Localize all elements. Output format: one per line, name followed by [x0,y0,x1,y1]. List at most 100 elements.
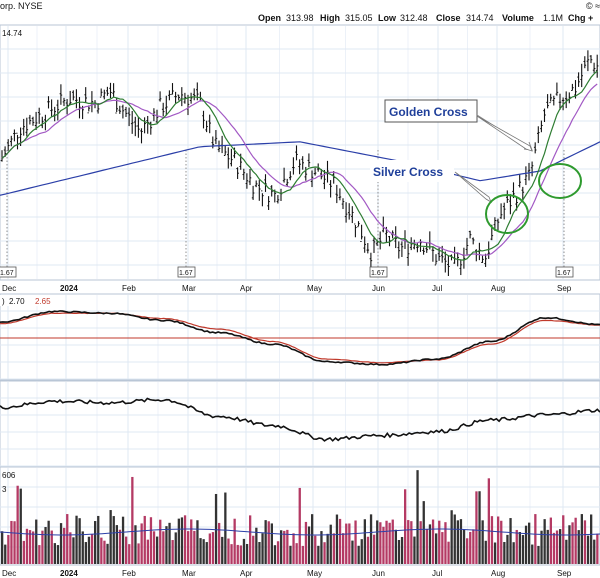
volume-bar [438,520,441,564]
volume-bar [106,543,109,564]
axis-strip [0,282,600,294]
volume-bar [180,517,184,564]
volume-bar [280,530,283,564]
price-panel: 14.74 1.67 1.67 1.67 1.67 Golden Cross Silv… [0,24,600,281]
volume-bar [484,540,487,564]
volume-bar [493,542,497,564]
volume-bar [283,530,286,564]
volume-bar [134,525,137,564]
volume-bar [94,521,97,564]
ma-long-line [0,141,600,196]
volume-bar [270,523,273,564]
volume-bar [168,522,171,564]
volume-bar [53,543,56,564]
volume-bar [416,470,419,564]
volume-bar [512,542,515,564]
volume-bar [16,485,19,564]
volume-bar [255,527,258,564]
volume-panel: 606 3 [0,466,600,566]
volume-bar [22,540,25,564]
volume-bar [276,541,280,564]
volume-bar [447,541,450,564]
dividend-box [177,266,196,278]
volume-bar [214,493,218,564]
volume-bar [500,520,503,564]
volume-bar [326,533,329,564]
volume-bar [332,533,335,564]
volume-bar [273,545,277,564]
volume-bar [205,542,208,564]
volume-bars [1,470,599,564]
volume-bar [435,533,438,564]
volume-bar [75,515,78,564]
volume-average-line [0,528,600,536]
volume-bar [224,492,227,564]
volume-label: Volume [502,13,534,23]
volume-bar [503,542,506,564]
volume-bar [162,531,165,564]
volume-bar [590,514,593,564]
ppo-line [0,310,600,366]
dividend-label: 1.67 [0,270,14,277]
volume-bar [555,530,559,564]
dividend-label: 1.67 [557,270,571,277]
volume-bar [450,510,453,564]
volume-bar [413,536,416,564]
volume-bar [152,531,156,564]
volume-bar [239,545,242,564]
volume-bar [459,519,463,564]
month-tick-label: Jun [372,569,385,578]
close-label: Close [436,13,461,23]
volume-bar [146,539,149,564]
volume-bar [329,524,332,564]
volume-bar [580,514,583,564]
volume-bar [171,540,174,564]
price-bars [0,50,599,276]
volume-bar [342,533,345,564]
volume-bar [366,536,370,564]
volume-bar [190,519,193,564]
volume-bar [431,519,435,564]
volume-bar [317,545,320,564]
volume-bar [115,525,118,564]
volume-bar [292,533,295,564]
volume-bar [345,523,348,564]
volume-bar [156,536,159,564]
volume-bar [472,529,475,564]
volume-bar [44,526,47,564]
volume-bar [196,520,199,564]
volume-bar [227,538,230,564]
month-tick-label: Aug [491,569,505,578]
month-tick-label: Dec [2,569,16,578]
last-price-label: 14.74 [2,29,23,38]
volume-bar [410,521,413,564]
volume-bar [571,522,574,564]
volume-bar [391,519,394,564]
volume-bar [360,539,363,564]
copyright-mark: © ≈ [586,1,600,11]
volume-bar [63,527,66,564]
volume-bar [444,522,447,564]
volume-bar [118,529,122,564]
volume-bar [35,519,38,564]
ppo-value-1: 2.70 [9,297,25,306]
volume-bar [202,539,205,564]
volume-bar [112,516,115,564]
volume-bar [47,520,50,564]
volume-bar [419,521,422,564]
volume-bar [456,520,459,564]
volume-bar [335,514,339,564]
volume-bar [397,539,401,564]
volume-bar [128,544,131,564]
volume-bar [509,518,512,564]
volume-bar [32,531,35,564]
low-label: Low [378,13,397,23]
month-tick-label: Feb [122,569,136,578]
volume-bar [518,532,521,564]
volume-bar [562,515,565,564]
volume-bar [506,534,509,564]
volume-bar [487,478,490,564]
volume-bar [258,542,261,564]
month-tick-label: May [307,284,322,293]
month-tick-label: 2024 [60,569,78,578]
